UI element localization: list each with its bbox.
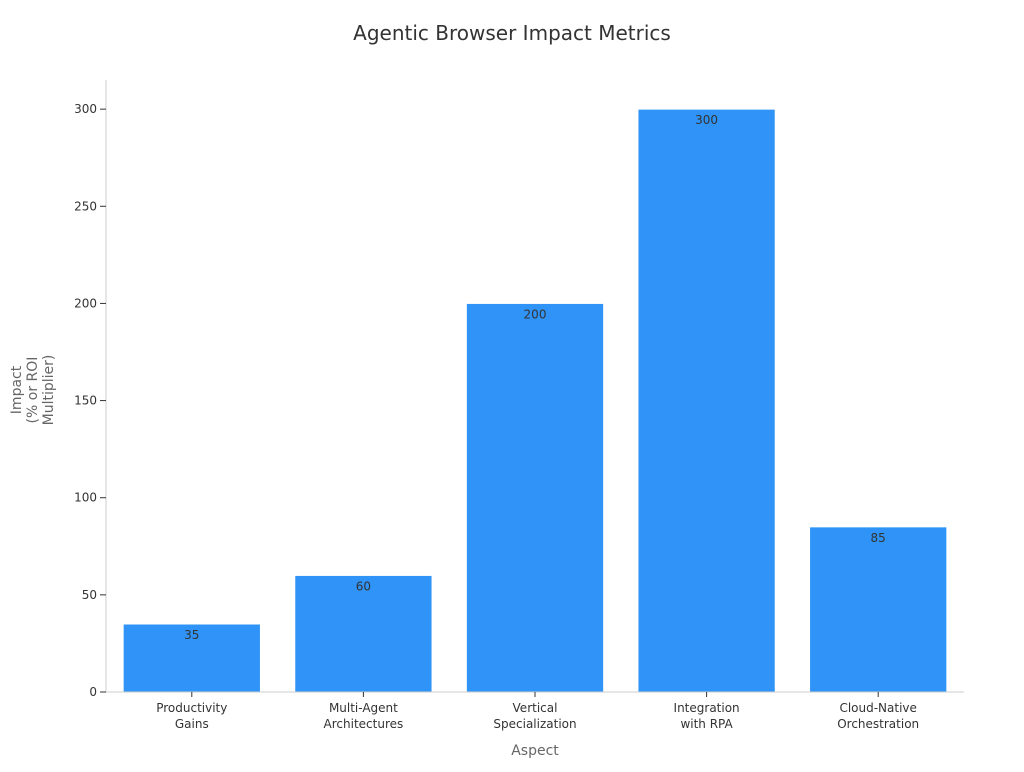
x-tick-label-line: Cloud-Native — [839, 701, 916, 715]
bar — [465, 302, 605, 693]
x-tick-label: Productivity Gains — [156, 701, 227, 731]
y-tick-label: 300 — [74, 102, 97, 116]
x-tick-label-line: Vertical — [513, 701, 558, 715]
chart-title: Agentic Browser Impact Metrics — [353, 21, 671, 45]
x-tick-label-line: Specialization — [493, 717, 576, 731]
x-tick-label-line: Gains — [175, 717, 209, 731]
x-tick-label: Multi-Agent Architectures — [324, 701, 404, 731]
y-axis-label: Impact (% or ROI Multiplier) — [9, 355, 57, 426]
x-tick-label-line: Architectures — [324, 717, 404, 731]
y-axis-label-line-1: Impact — [9, 365, 25, 414]
x-tick-label: Integration with RPA — [674, 701, 740, 731]
bar-value-label: 60 — [356, 579, 371, 593]
bar-value-label: 85 — [871, 531, 886, 545]
y-axis-label-line-2: (% or ROI — [25, 357, 41, 424]
bar-value-label: 200 — [524, 307, 547, 321]
x-tick-label-line: Multi-Agent — [329, 701, 398, 715]
bar-value-label: 35 — [184, 628, 199, 642]
x-axis-label: Aspect — [511, 743, 559, 759]
x-tick-label-line: with RPA — [680, 717, 733, 731]
y-tick-label: 200 — [74, 296, 97, 310]
bar — [294, 574, 433, 693]
y-axis: 0 50 100 150 200 250 300 — [74, 80, 107, 699]
bars-group: 35 60 200 300 85 — [122, 108, 948, 693]
x-tick-label: Cloud-Native Orchestration — [837, 701, 919, 731]
x-tick-label: Vertical Specialization — [493, 701, 576, 731]
y-tick-label: 50 — [82, 588, 97, 602]
bar — [122, 623, 261, 693]
bar — [637, 108, 776, 693]
x-tick-label-line: Integration — [674, 701, 740, 715]
x-tick-label-line: Orchestration — [837, 717, 919, 731]
y-axis-label-line-3: Multiplier) — [41, 355, 57, 426]
y-tick-label: 100 — [74, 491, 97, 505]
bar-value-label: 300 — [695, 113, 718, 127]
y-tick-label: 250 — [74, 199, 97, 213]
y-tick-label: 0 — [89, 685, 97, 699]
bar — [809, 526, 948, 693]
x-tick-label-line: Productivity — [156, 701, 227, 715]
x-axis: Productivity Gains Multi-Agent Architecture… — [106, 691, 964, 731]
y-tick-label: 150 — [74, 394, 97, 408]
